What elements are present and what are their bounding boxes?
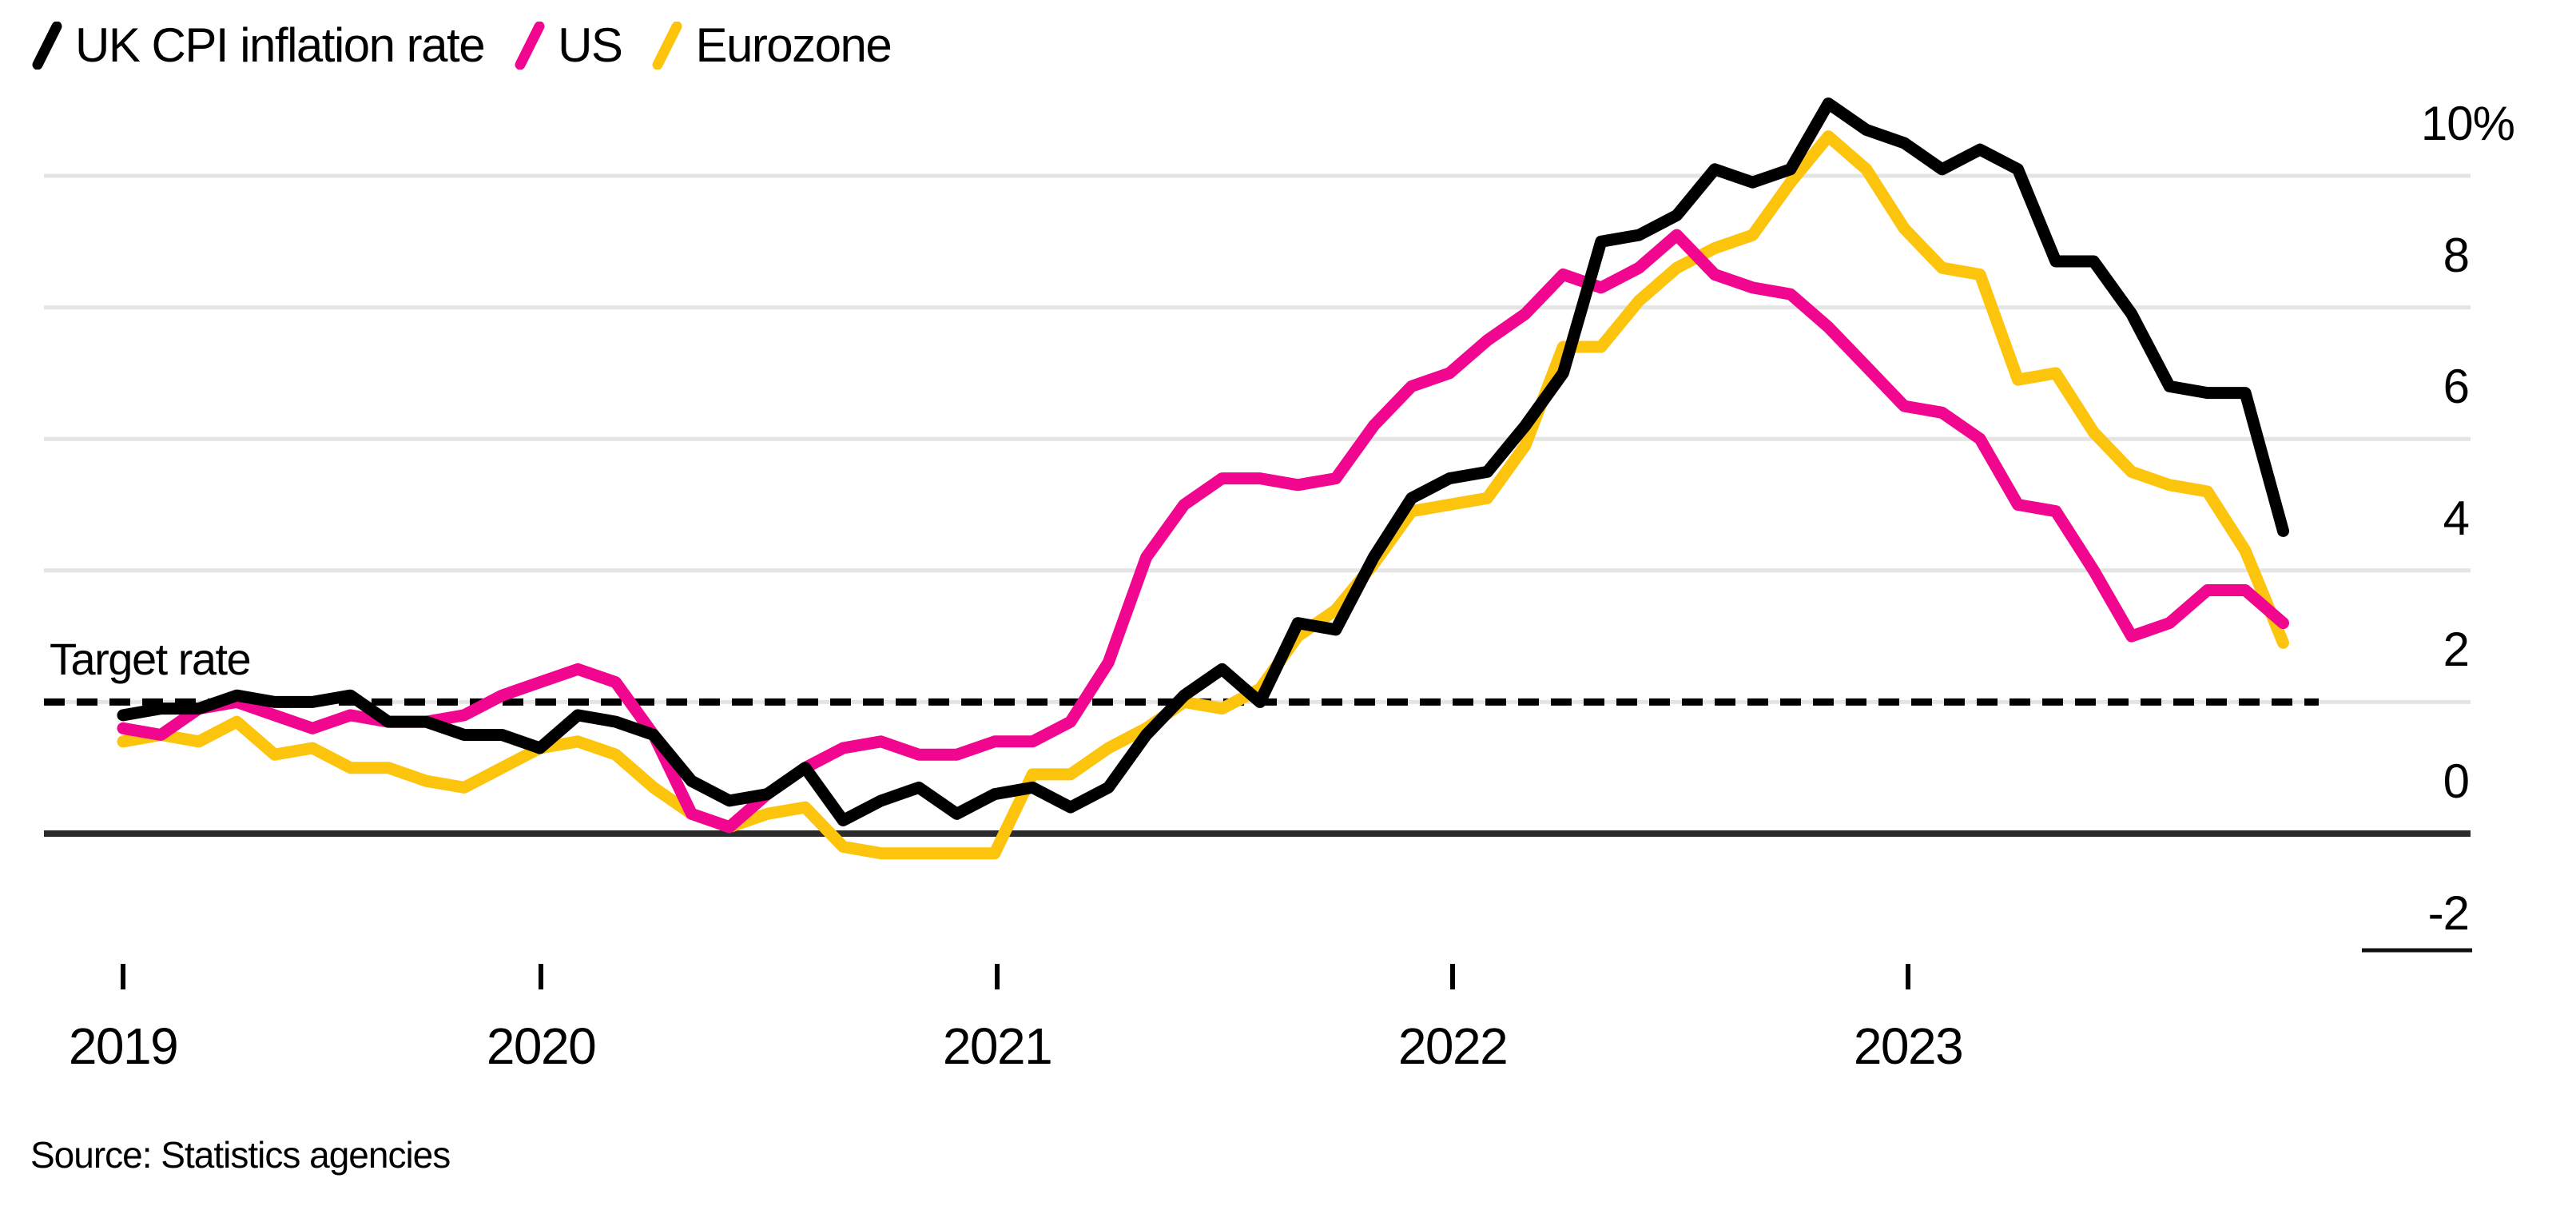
- legend-item-eurozone: Eurozone: [652, 18, 892, 73]
- y-axis-label-4: 4: [2443, 491, 2470, 545]
- x-axis-label-2020: 2020: [486, 1017, 597, 1075]
- y-axis-label-6: 6: [2443, 360, 2470, 414]
- eurozone-line-swatch-icon: [652, 21, 682, 70]
- y-axis-label-2: 2: [2443, 623, 2470, 677]
- x-axis-label-2022: 2022: [1397, 1017, 1509, 1075]
- legend-item-us: US: [515, 18, 623, 73]
- legend: UK CPI inflation rate US Eurozone: [32, 18, 892, 73]
- y-axis-label-0: 0: [2443, 754, 2470, 808]
- target-rate-label: Target rate: [50, 634, 252, 684]
- legend-item-uk: UK CPI inflation rate: [32, 18, 486, 73]
- x-axis-label-2021: 2021: [942, 1017, 1053, 1075]
- uk-line-swatch-icon: [32, 21, 62, 70]
- y-axis-label--2: -2: [2427, 886, 2470, 940]
- y-axis-label-8: 8: [2443, 228, 2470, 282]
- legend-label-eurozone: Eurozone: [695, 18, 892, 72]
- x-axis-label-2023: 2023: [1853, 1017, 1964, 1075]
- legend-label-uk: UK CPI inflation rate: [75, 18, 486, 72]
- legend-label-us: US: [558, 18, 623, 72]
- series-line-eurozone: [117, 130, 2289, 860]
- y-axis-label-10: 10%: [2420, 97, 2515, 150]
- series-line-uk-cpi-inflation-rate: [117, 98, 2289, 826]
- x-axis-label-2019: 2019: [68, 1017, 179, 1075]
- series-line-us: [117, 229, 2289, 834]
- source-note: Source: Statistics agencies: [30, 1134, 451, 1176]
- us-line-swatch-icon: [515, 21, 545, 70]
